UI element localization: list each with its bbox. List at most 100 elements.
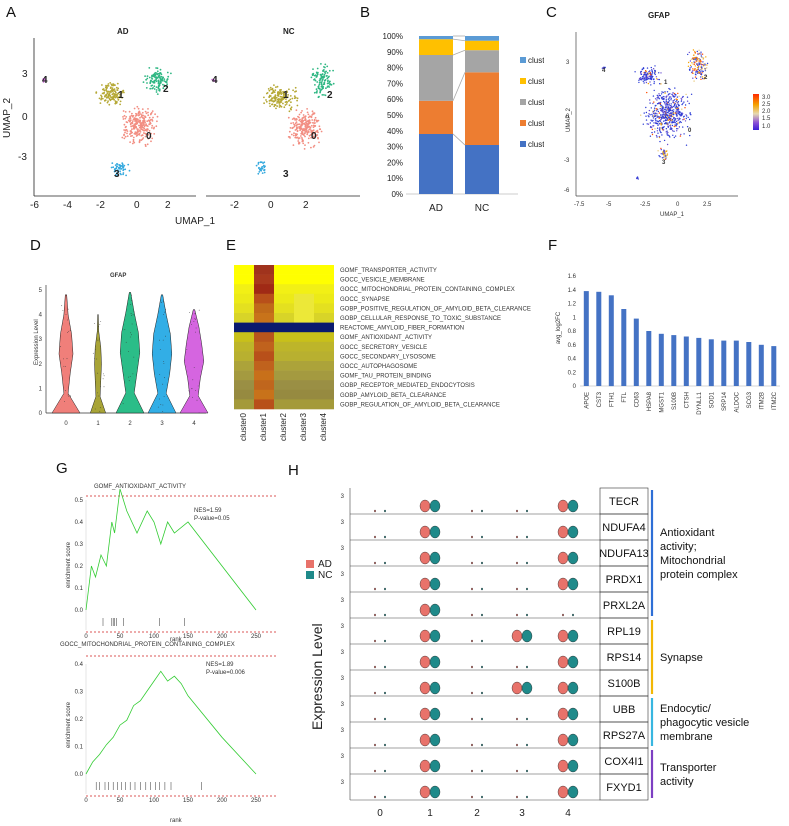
color-scale-bar: [753, 94, 759, 130]
row-ytick: 3: [341, 546, 345, 552]
xtick-label: 0: [84, 798, 88, 804]
feature-point: [699, 71, 702, 73]
feature-point: [671, 111, 673, 113]
ylabel: avg_log2FC: [556, 311, 562, 344]
feature-point: [669, 108, 671, 110]
umap-point: [275, 96, 278, 99]
umap-point: [289, 127, 292, 129]
gene-violin: [525, 769, 528, 773]
feature-point: [661, 108, 663, 110]
feature-point: [700, 55, 702, 57]
feature-point: [666, 95, 668, 97]
feature-point: [650, 84, 652, 86]
heatmap-cell: [274, 341, 294, 352]
feature-point: [695, 70, 697, 73]
feature-point: [660, 148, 662, 151]
umap-point: [167, 75, 170, 78]
feature-point: [666, 130, 668, 132]
feature-point: [686, 100, 689, 102]
heatmap-term-label: GOCC_SECONDARY_LYSOSOME: [340, 354, 436, 360]
feature-point: [659, 127, 661, 129]
violin-point: [195, 327, 197, 329]
violin-point: [128, 376, 129, 378]
feature-point: [662, 98, 665, 100]
xtick-label: 250: [251, 634, 262, 640]
feature-point: [643, 112, 645, 114]
umap-point: [255, 164, 258, 167]
umap-point: [292, 126, 294, 129]
umap-point: [103, 91, 105, 94]
umap-point: [326, 86, 329, 88]
cluster-label-4-ad: 4: [42, 75, 48, 86]
feature-point: [664, 106, 667, 109]
umap-point: [298, 113, 301, 116]
umap-point: [326, 82, 329, 85]
umap-point: [292, 89, 294, 92]
umap-point: [140, 134, 143, 137]
feature-point: [660, 106, 663, 108]
umap-point: [318, 125, 321, 128]
feature-point: [696, 50, 698, 53]
feature-point: [697, 72, 699, 74]
feature-point: [683, 101, 685, 103]
umap-point: [155, 77, 158, 79]
umap-point: [156, 70, 159, 73]
cluster-label-2-ad: 2: [163, 84, 169, 95]
bar-segment-cluster0: [465, 145, 499, 194]
feature-point: [653, 72, 656, 75]
umap-point: [170, 72, 172, 75]
feature-point: [658, 116, 660, 118]
feature-point: [656, 99, 658, 101]
umap-title-ad: AD: [117, 27, 129, 36]
heatmap-cell: [294, 322, 314, 333]
feature-point: [682, 119, 684, 121]
umap-point: [109, 99, 112, 102]
feature-point: [678, 122, 681, 124]
feature-point: [665, 122, 667, 124]
umap-point: [294, 129, 297, 131]
gene-violin: [557, 499, 569, 513]
group-annotation: Mitochondrial: [660, 555, 725, 567]
umap-xtick: 2: [303, 200, 309, 211]
umap-point: [156, 93, 159, 95]
umap-point: [271, 88, 274, 91]
gene-violin: [515, 535, 518, 539]
gene-violin: [419, 499, 431, 513]
cluster-label-2-nc: 2: [327, 90, 333, 101]
umap-point: [263, 169, 266, 171]
umap-point: [312, 136, 315, 139]
gene-violin: [521, 629, 533, 643]
heatmap-column-label: cluster3: [299, 412, 308, 441]
group-annotation: activity;: [660, 541, 697, 553]
heatmap-cell: [254, 389, 274, 400]
heatmap-cell: [314, 284, 334, 295]
umap-cluster-plot: AD NC 3 0 -3 UMAP_2 -6 -4 -2 0 2 -2 0 2 …: [2, 27, 360, 227]
feature-point: [673, 125, 675, 128]
violin-point: [131, 294, 132, 296]
xtick-label: 50: [117, 798, 124, 804]
umap-point: [126, 130, 129, 132]
umap-point: [311, 73, 314, 76]
ytick-label: 0.3: [75, 690, 84, 696]
feature-point: [691, 62, 693, 64]
feature-point: [694, 76, 697, 78]
feature-point: [664, 108, 666, 111]
umap-point: [132, 127, 135, 130]
umap-point: [117, 166, 120, 169]
ytick-label: 0.1: [75, 745, 84, 751]
legend-ad-swatch: [306, 560, 314, 568]
umap-point: [269, 86, 272, 89]
feature-point: [677, 128, 679, 130]
gene-violin: [567, 655, 579, 669]
legend-label: cluster2: [528, 98, 544, 107]
umap-point: [100, 94, 102, 97]
violin-point: [67, 308, 69, 310]
feature-point: [670, 126, 672, 128]
feature-point: [661, 96, 663, 99]
feature-point: [694, 50, 696, 53]
violin-point: [60, 346, 61, 348]
feature-point: [658, 94, 660, 97]
umap-point: [304, 135, 306, 138]
umap-point: [294, 136, 297, 139]
umap-point: [153, 133, 156, 135]
